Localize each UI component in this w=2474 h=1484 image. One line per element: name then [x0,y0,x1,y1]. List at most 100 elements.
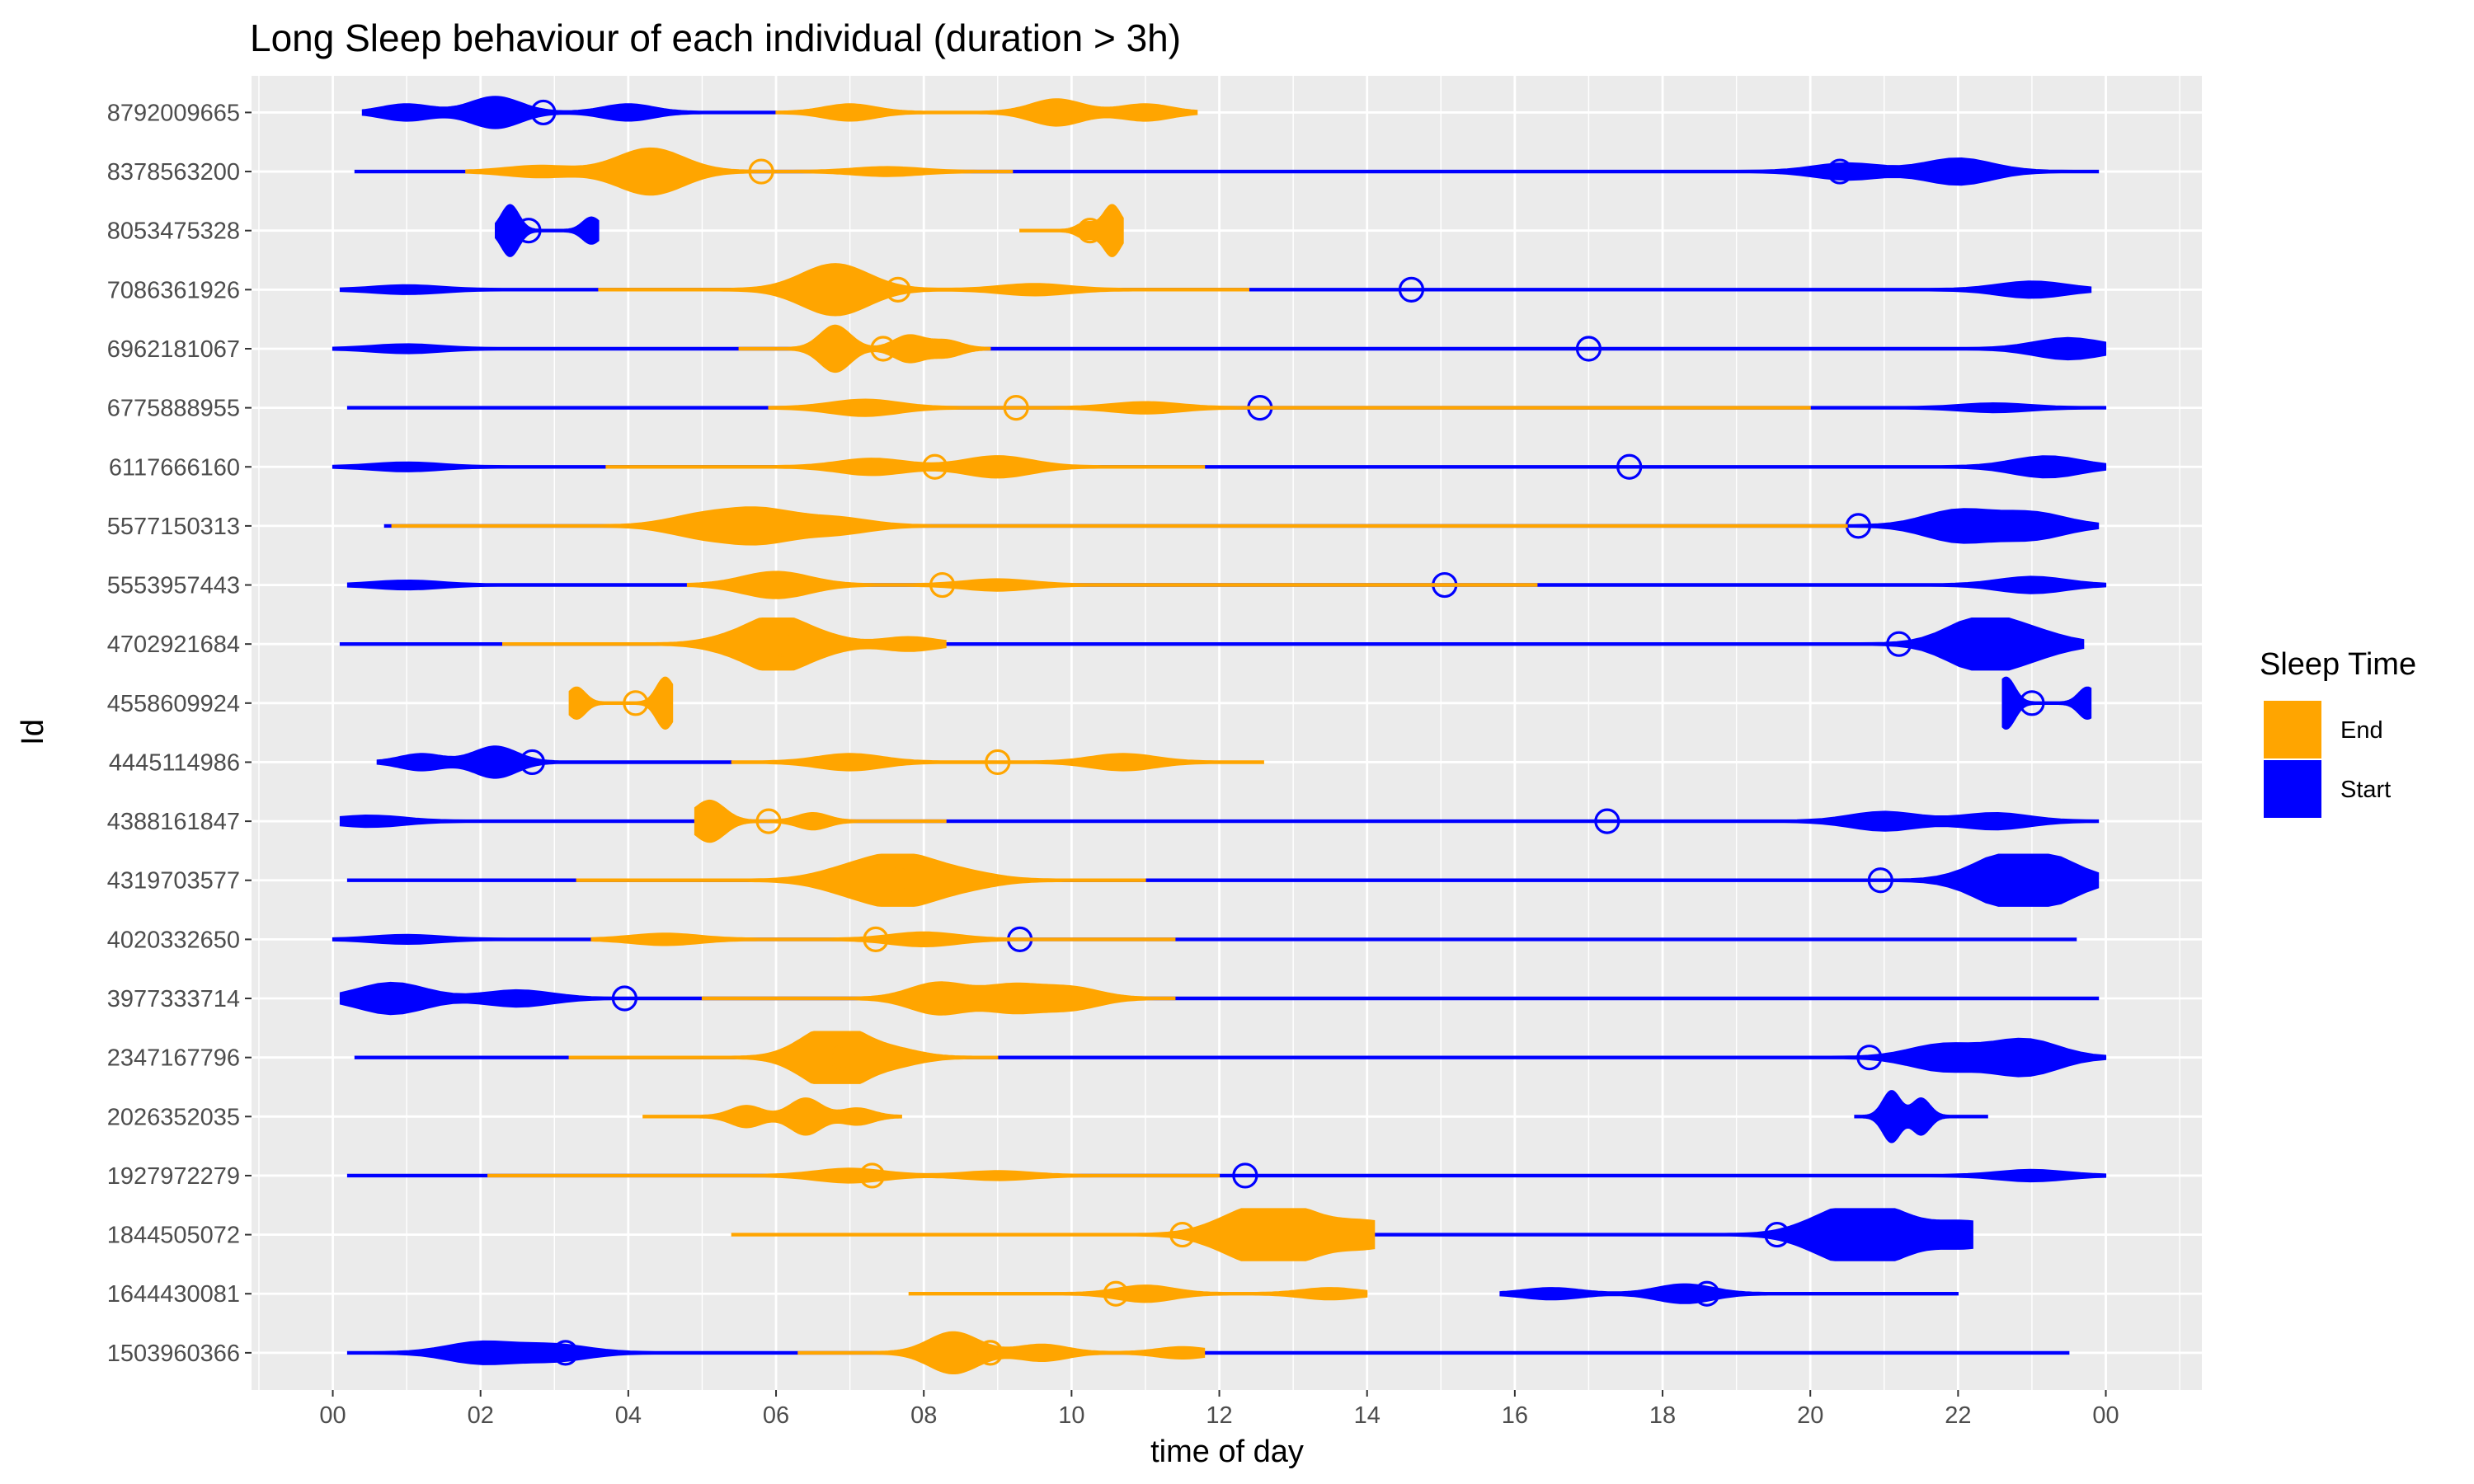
y-tick-label: 8792009665 [107,100,240,126]
plot-panel [252,76,2202,1390]
y-tick-label: 6962181067 [107,336,240,363]
mean-point-end [748,158,774,185]
mean-point-start [1398,276,1425,303]
violin-end [1019,204,1124,257]
violin-end [775,98,1198,127]
violin-end [576,853,1146,907]
violin-end [568,1031,999,1084]
violin-end [731,753,1264,772]
mean-point-start [1694,1280,1720,1307]
mean-point-end [830,1045,856,1071]
violin-end [391,506,1848,546]
mean-point-end [770,631,797,657]
mean-point-end [1103,1280,1129,1307]
mean-point-start [1764,1221,1790,1248]
y-tick-label: 5577150313 [107,514,240,540]
legend-swatch-start [2264,760,2321,818]
mean-point-end [858,1162,886,1189]
x-tick-label: 16 [1502,1402,1528,1429]
x-axis: 00 02 04 06 08 10 12 14 16 18 20 22 00 [319,1390,2119,1429]
violin-start [1329,1208,1973,1261]
violin-end [642,1097,902,1136]
y-tick-label: 4388161847 [107,809,240,835]
mean-point-start [611,985,637,1012]
violin-end [590,931,1176,948]
y-tick-label: 4702921684 [107,632,240,658]
y-tick-label: 2026352035 [107,1104,240,1130]
mean-point-end [1169,1221,1196,1248]
violin-end [568,676,674,730]
violin-end [465,147,1014,196]
mean-point-start [1232,1162,1258,1189]
legend: Sleep Time End Start [2260,647,2416,818]
mean-point-end [755,808,782,834]
mean-point-end [885,867,911,894]
legend-label-end: End [2340,717,2383,744]
mean-point-end [885,276,911,303]
violin-end [731,1208,1376,1261]
y-tick-label: 1844505072 [107,1223,240,1249]
mean-point-end [793,1103,819,1129]
y-tick-label: 5553957443 [107,573,240,599]
mean-point-start [1616,453,1643,480]
violin-end [598,263,1250,317]
legend-label-start: Start [2340,777,2391,803]
y-tick-label: 6117666160 [109,454,240,481]
mean-point-end [863,926,889,952]
violin-end [701,981,1176,1016]
mean-point-start [1886,631,1912,657]
legend-title: Sleep Time [2260,647,2416,682]
violin-end [738,324,991,373]
mean-point-start [1827,158,1853,185]
mean-point-start [1856,1045,1883,1071]
y-tick-label: 8378563200 [107,159,240,186]
x-tick-label: 00 [2092,1402,2119,1429]
x-tick-label: 14 [1354,1402,1380,1429]
x-tick-label: 04 [615,1402,642,1429]
y-tick-label: 1644430081 [107,1281,240,1308]
mean-point-end [985,749,1011,776]
violin-end [501,617,947,671]
mean-point-end [870,336,896,362]
y-tick-label: 4020332650 [107,927,240,953]
mean-point-end [1077,218,1103,244]
mean-point-start [530,99,557,126]
y-tick-label: 6775888955 [107,396,240,422]
mean-point-start [1575,336,1602,362]
y-tick-label: 4558609924 [107,691,240,717]
y-tick-label: 1503960366 [107,1341,240,1367]
y-tick-label: 8053475328 [107,218,240,245]
violin-end [908,1284,1368,1303]
x-tick-label: 10 [1058,1402,1084,1429]
y-tick-label: 4445114986 [109,749,240,776]
y-tick-label: 3977333714 [107,986,240,1012]
x-axis-title: time of day [1150,1435,1304,1469]
y-tick-label: 7086361926 [107,277,240,303]
x-tick-label: 00 [319,1402,346,1429]
mean-point-end [929,571,956,599]
mean-point-start [2019,690,2045,716]
chart-marks [332,96,2107,1375]
mean-point-end [793,513,819,539]
x-tick-label: 02 [468,1402,494,1429]
x-tick-label: 22 [1945,1402,1971,1429]
mean-point-end [951,985,978,1012]
violin-start [1499,1283,1959,1304]
mean-point-end [1047,99,1074,126]
x-tick-label: 06 [763,1402,789,1429]
violin-start [494,204,600,257]
series-end [391,98,1848,1375]
violin-end [605,455,1206,479]
violin-end [686,571,1538,599]
violin-end [487,1167,1221,1184]
x-tick-label: 20 [1797,1402,1823,1429]
x-tick-label: 18 [1649,1402,1676,1429]
mean-point-end [623,690,649,716]
mean-point-end [922,453,948,480]
y-axis-title: Id [16,719,50,745]
x-tick-label: 12 [1206,1402,1232,1429]
x-tick-label: 08 [910,1402,937,1429]
y-tick-label: 2347167796 [107,1045,240,1072]
violin-start [1854,1090,1988,1144]
